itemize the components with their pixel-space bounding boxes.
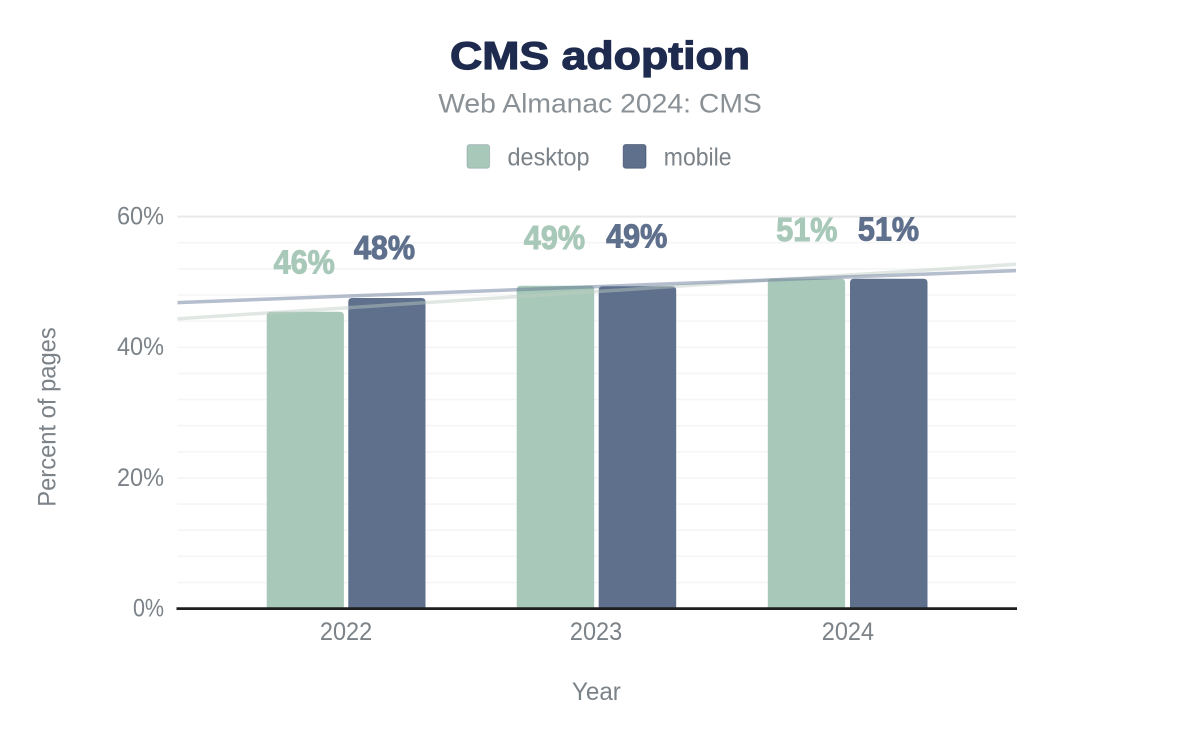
svg-text:Web Almanac 2024: CMS: Web Almanac 2024: CMS <box>438 89 762 119</box>
svg-text:46%: 46% <box>274 243 335 280</box>
svg-text:51%: 51% <box>776 211 837 248</box>
svg-text:20%: 20% <box>117 464 164 492</box>
svg-text:49%: 49% <box>524 219 585 256</box>
svg-text:Percent of pages: Percent of pages <box>34 327 62 507</box>
svg-text:49%: 49% <box>606 217 667 254</box>
svg-text:mobile: mobile <box>664 144 732 172</box>
svg-text:CMS adoption: CMS adoption <box>450 34 750 78</box>
svg-text:2022: 2022 <box>320 618 372 646</box>
svg-text:desktop: desktop <box>508 144 590 172</box>
svg-text:2024: 2024 <box>822 618 874 646</box>
svg-text:0%: 0% <box>133 594 164 622</box>
svg-text:51%: 51% <box>858 210 919 247</box>
svg-text:60%: 60% <box>117 203 164 231</box>
svg-text:Year: Year <box>572 679 621 706</box>
svg-text:48%: 48% <box>354 229 415 266</box>
svg-text:40%: 40% <box>117 334 164 362</box>
svg-text:2023: 2023 <box>570 618 622 646</box>
